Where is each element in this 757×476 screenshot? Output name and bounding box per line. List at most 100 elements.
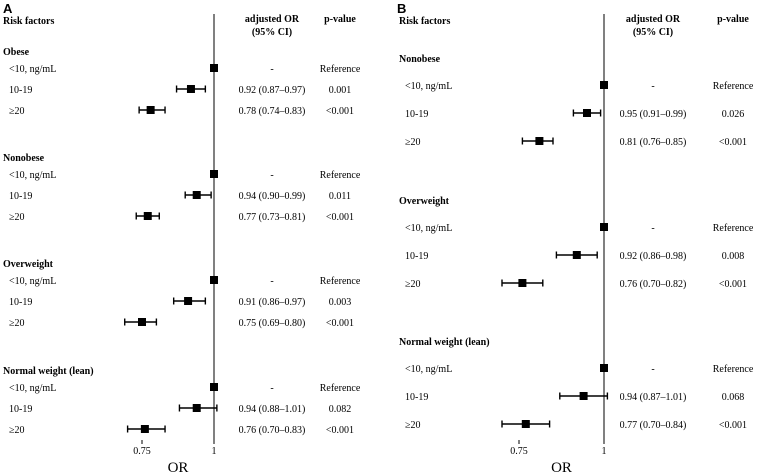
or-value: -	[270, 64, 273, 75]
p-value: <0.001	[719, 420, 747, 431]
row-label: ≥20	[9, 106, 25, 117]
or-value: 0.94 (0.87–1.01)	[620, 392, 687, 403]
or-value: 0.77 (0.70–0.84)	[620, 420, 687, 431]
row-label: 10-19	[405, 392, 428, 403]
risk-factors-header: Risk factors	[399, 16, 450, 27]
x-tick-label: 1	[212, 446, 217, 457]
or-point-marker	[535, 137, 544, 145]
row-label: <10, ng/mL	[405, 223, 452, 234]
or-value: 0.92 (0.87–0.97)	[239, 85, 306, 96]
or-value: -	[651, 81, 654, 92]
ci-header: (95% CI)	[633, 27, 673, 38]
or-point-marker	[600, 364, 608, 372]
row-label: <10, ng/mL	[405, 81, 452, 92]
row-label: <10, ng/mL	[9, 276, 56, 287]
row-label: 10-19	[9, 297, 32, 308]
group-label: Nonobese	[3, 153, 45, 164]
risk-factors-header: Risk factors	[3, 16, 54, 27]
p-value: Reference	[713, 364, 754, 375]
or-point-marker	[518, 279, 527, 287]
or-point-marker	[138, 318, 146, 326]
p-value: 0.003	[329, 297, 352, 308]
row-label: ≥20	[9, 212, 25, 223]
row-label: <10, ng/mL	[9, 170, 56, 181]
or-point-marker	[192, 191, 201, 199]
row-label: 10-19	[405, 251, 428, 262]
p-value: Reference	[320, 170, 361, 181]
p-value: <0.001	[326, 318, 354, 329]
row-label: <10, ng/mL	[9, 64, 56, 75]
p-value-header: p-value	[717, 14, 749, 25]
or-value: 0.81 (0.76–0.85)	[620, 137, 687, 148]
p-value-header: p-value	[324, 14, 356, 25]
or-point-marker	[600, 81, 608, 89]
p-value: 0.068	[722, 392, 745, 403]
p-value: <0.001	[326, 425, 354, 436]
or-value: 0.75 (0.69–0.80)	[239, 318, 306, 329]
or-point-marker	[521, 420, 530, 428]
or-value: 0.94 (0.90–0.99)	[239, 191, 306, 202]
or-value: 0.78 (0.74–0.83)	[239, 106, 306, 117]
or-value: -	[270, 170, 273, 181]
or-point-marker	[572, 251, 581, 259]
group-label: Normal weight (lean)	[3, 366, 94, 377]
group-label: Nonobese	[399, 54, 441, 65]
or-point-marker	[140, 425, 149, 433]
or-value: -	[270, 276, 273, 287]
panel-label: B	[397, 1, 406, 16]
or-point-marker	[583, 109, 591, 117]
row-label: 10-19	[9, 404, 32, 415]
p-value: 0.008	[722, 251, 745, 262]
x-tick-label: 0.75	[510, 446, 528, 457]
x-axis-title: OR	[551, 460, 572, 476]
or-point-marker	[210, 170, 218, 178]
or-point-marker	[210, 64, 218, 72]
p-value: Reference	[320, 64, 361, 75]
p-value: Reference	[713, 81, 754, 92]
or-point-marker	[210, 383, 218, 391]
row-label: 10-19	[9, 85, 32, 96]
or-point-marker	[184, 297, 193, 305]
p-value: <0.001	[719, 137, 747, 148]
or-point-marker	[186, 85, 195, 93]
or-value: 0.92 (0.86–0.98)	[620, 251, 687, 262]
row-label: <10, ng/mL	[405, 364, 452, 375]
row-label: ≥20	[9, 318, 25, 329]
group-label: Overweight	[3, 259, 54, 270]
adjusted-or-header: adjusted OR	[245, 14, 300, 25]
or-value: 0.95 (0.91–0.99)	[620, 109, 687, 120]
x-axis-title: OR	[168, 460, 189, 476]
row-label: 10-19	[9, 191, 32, 202]
group-label: Obese	[3, 47, 30, 58]
row-label: <10, ng/mL	[9, 383, 56, 394]
p-value: 0.011	[329, 191, 351, 202]
group-label: Overweight	[399, 196, 450, 207]
p-value: Reference	[320, 276, 361, 287]
p-value: Reference	[713, 223, 754, 234]
or-point-marker	[579, 392, 588, 400]
row-label: ≥20	[9, 425, 25, 436]
or-value: 0.76 (0.70–0.82)	[620, 279, 687, 290]
or-point-marker	[600, 223, 608, 231]
row-label: ≥20	[405, 279, 421, 290]
p-value: <0.001	[719, 279, 747, 290]
ci-header: (95% CI)	[252, 27, 292, 38]
or-point-marker	[146, 106, 155, 114]
adjusted-or-header: adjusted OR	[626, 14, 681, 25]
or-value: -	[651, 364, 654, 375]
x-tick-label: 0.75	[133, 446, 151, 457]
row-label: ≥20	[405, 420, 421, 431]
or-value: 0.76 (0.70–0.83)	[239, 425, 306, 436]
or-value: 0.91 (0.86–0.97)	[239, 297, 306, 308]
row-label: 10-19	[405, 109, 428, 120]
group-label: Normal weight (lean)	[399, 337, 490, 348]
or-value: -	[651, 223, 654, 234]
p-value: <0.001	[326, 106, 354, 117]
or-value: -	[270, 383, 273, 394]
p-value: 0.082	[329, 404, 352, 415]
p-value: 0.001	[329, 85, 352, 96]
or-value: 0.77 (0.73–0.81)	[239, 212, 306, 223]
